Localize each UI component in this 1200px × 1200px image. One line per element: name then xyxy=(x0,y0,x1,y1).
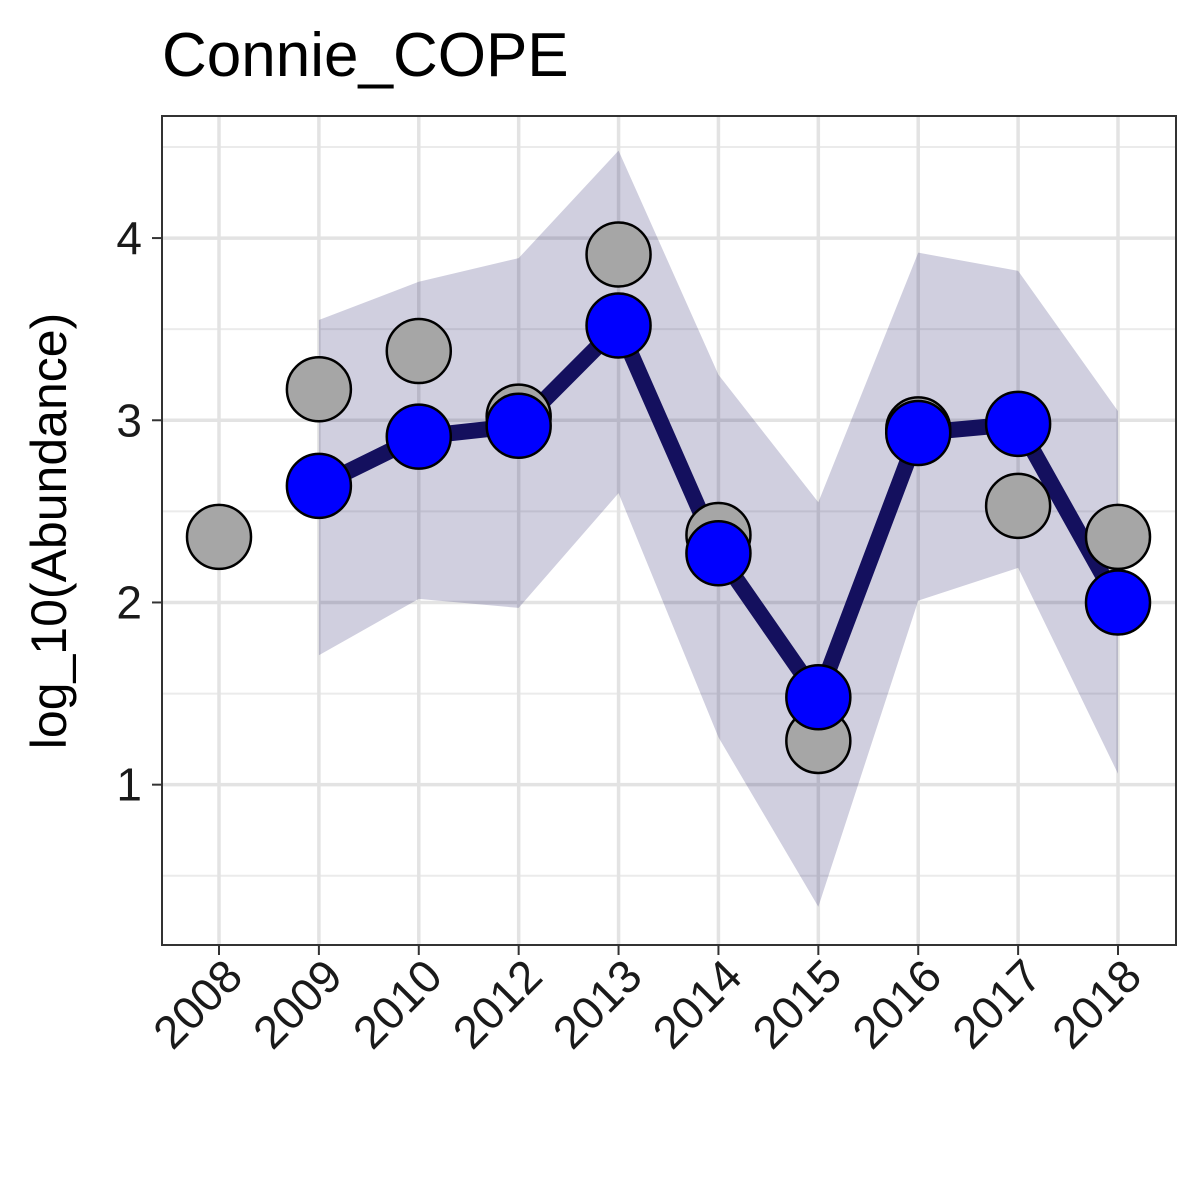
fitted-point xyxy=(1084,569,1152,636)
fitted-point xyxy=(485,392,552,459)
x-tick-label: 2018 xyxy=(1042,949,1151,1058)
y-tick-label: 1 xyxy=(116,759,142,811)
x-tick-label: 2015 xyxy=(742,949,851,1058)
y-tick-label: 2 xyxy=(116,576,142,628)
x-tick-label: 2010 xyxy=(343,949,452,1058)
x-tick-label: 2017 xyxy=(942,949,1051,1058)
observed-point xyxy=(185,503,253,571)
fitted-point xyxy=(685,520,752,587)
y-axis: 1 2 3 4 xyxy=(116,212,162,811)
fitted-point xyxy=(984,390,1052,458)
observed-point xyxy=(385,317,453,385)
observed-point xyxy=(1084,503,1152,571)
y-tick-label: 4 xyxy=(116,212,142,264)
observed-point xyxy=(585,221,652,288)
plot-border xyxy=(161,115,1177,946)
observed-point xyxy=(285,356,353,423)
x-tick-label: 2013 xyxy=(542,949,651,1058)
observed-point xyxy=(984,472,1052,540)
x-tick-label: 2014 xyxy=(642,949,751,1058)
x-tick-label: 2009 xyxy=(243,949,352,1058)
x-tick-label: 2008 xyxy=(143,949,252,1058)
fitted-points-layer xyxy=(285,292,1152,731)
y-tick-label: 3 xyxy=(116,394,142,446)
fitted-point xyxy=(884,399,952,467)
fitted-point xyxy=(285,452,353,520)
x-tick-label: 2016 xyxy=(842,949,951,1058)
x-tick-label: 2012 xyxy=(443,949,552,1058)
fitted-point xyxy=(785,663,852,731)
fitted-point xyxy=(585,292,652,359)
fitted-point xyxy=(385,403,453,470)
y-axis-label: log_10(Abundance) xyxy=(21,313,77,749)
chart-title: Connie_COPE xyxy=(162,21,569,90)
